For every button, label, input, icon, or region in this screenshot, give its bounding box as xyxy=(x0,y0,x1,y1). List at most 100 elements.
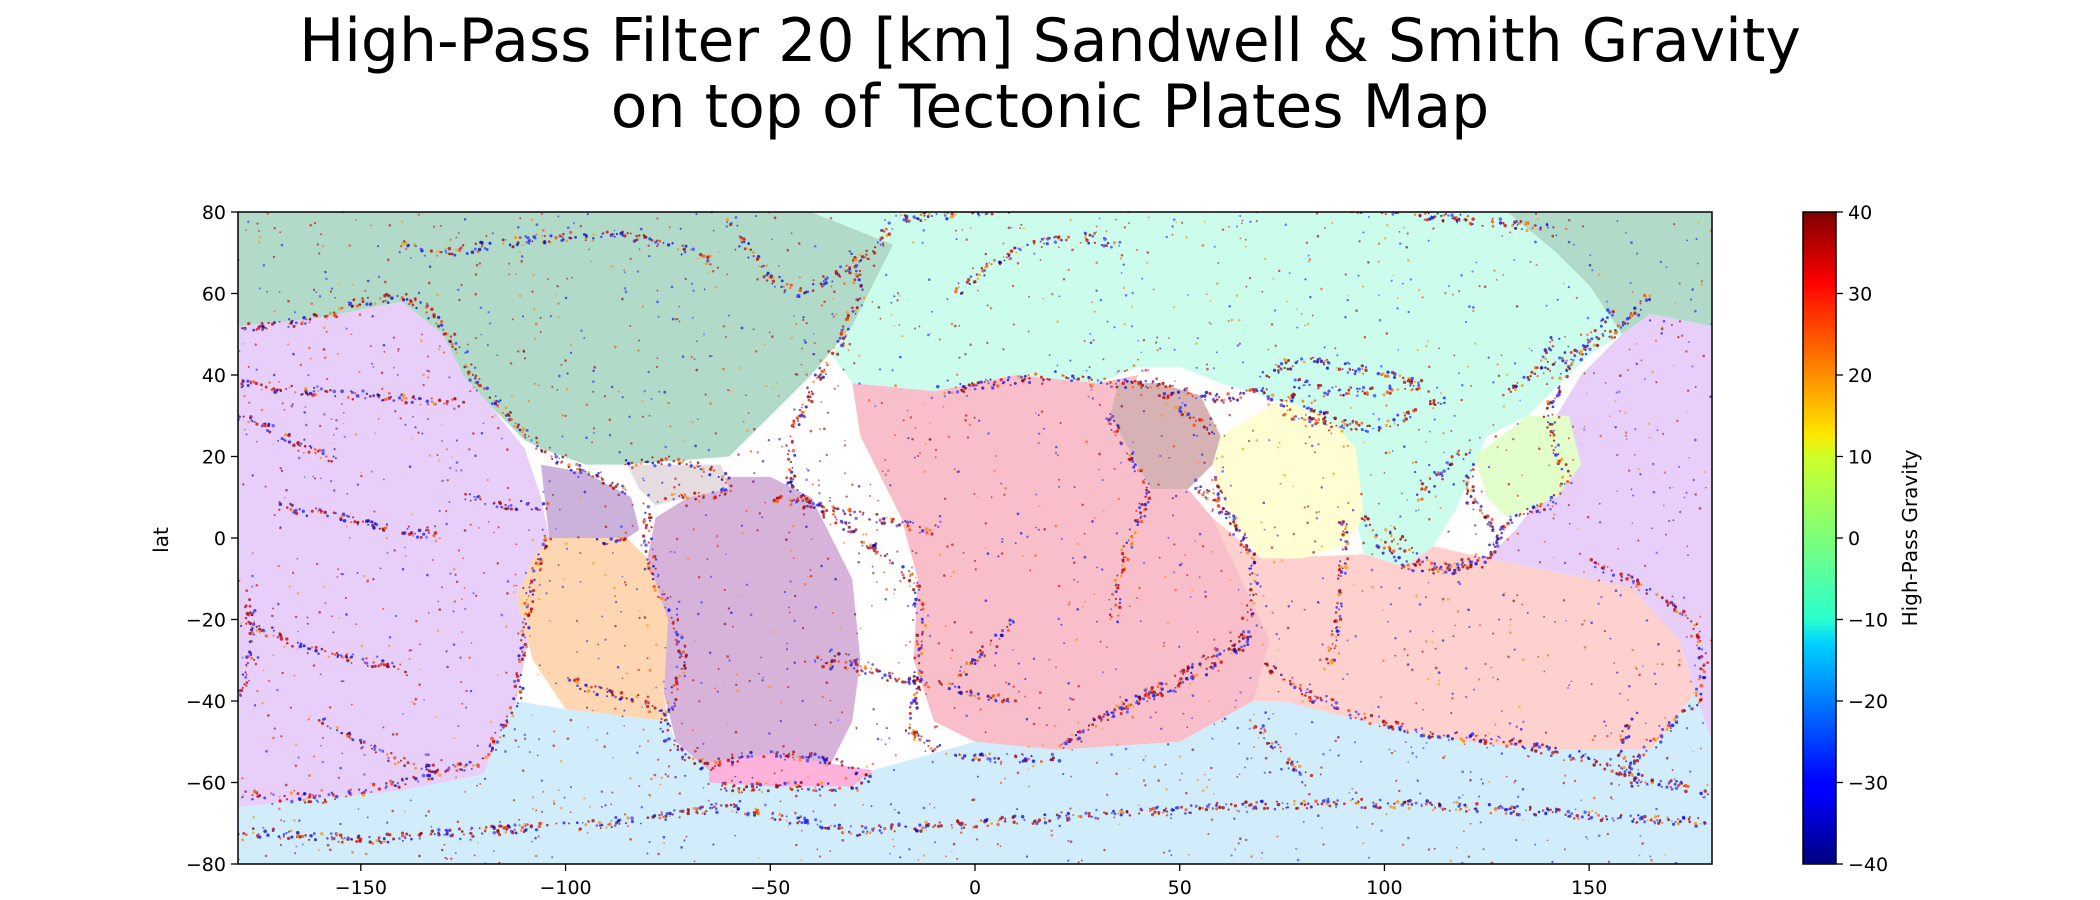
anomaly-point xyxy=(1053,203,1055,205)
anomaly-point xyxy=(524,622,528,625)
anomaly-point xyxy=(1385,423,1389,428)
anomaly-point xyxy=(1372,393,1377,398)
anomaly-point xyxy=(491,746,494,750)
anomaly-point xyxy=(345,514,349,518)
anomaly-point xyxy=(1699,683,1704,688)
anomaly-point xyxy=(1293,385,1296,389)
anomaly-point xyxy=(1072,561,1076,565)
anomaly-point xyxy=(791,753,794,756)
anomaly-point xyxy=(417,213,421,216)
anomaly-point xyxy=(377,245,380,248)
anomaly-point xyxy=(1322,843,1325,846)
anomaly-point xyxy=(1138,506,1142,510)
anomaly-point xyxy=(529,590,532,593)
anomaly-point xyxy=(1639,583,1642,586)
anomaly-point xyxy=(1110,615,1113,618)
anomaly-point xyxy=(1568,522,1571,525)
anomaly-point xyxy=(658,390,661,393)
anomaly-point xyxy=(675,613,679,616)
anomaly-point xyxy=(600,471,602,473)
anomaly-point xyxy=(1056,364,1059,367)
anomaly-point xyxy=(1255,581,1260,586)
anomaly-point xyxy=(1526,507,1529,511)
anomaly-point xyxy=(902,218,906,222)
anomaly-point xyxy=(1229,399,1232,403)
anomaly-point xyxy=(262,826,265,829)
anomaly-point xyxy=(420,339,423,343)
anomaly-point xyxy=(718,251,721,253)
anomaly-point xyxy=(1329,749,1332,752)
anomaly-point xyxy=(1390,751,1394,755)
anomaly-point xyxy=(579,552,582,555)
anomaly-point xyxy=(694,444,697,448)
anomaly-point xyxy=(814,789,818,793)
anomaly-point xyxy=(1586,341,1590,344)
anomaly-point xyxy=(791,788,794,791)
anomaly-point xyxy=(552,744,556,748)
anomaly-point xyxy=(1368,523,1372,527)
anomaly-point xyxy=(360,644,364,648)
anomaly-point xyxy=(1425,741,1428,745)
anomaly-point xyxy=(370,470,373,473)
anomaly-point xyxy=(917,647,921,652)
anomaly-point xyxy=(1319,696,1322,700)
anomaly-point xyxy=(1337,735,1340,739)
anomaly-point xyxy=(960,208,962,210)
anomaly-point xyxy=(1480,490,1483,493)
anomaly-point xyxy=(1400,567,1403,570)
anomaly-point xyxy=(1334,644,1337,647)
anomaly-point xyxy=(519,673,523,677)
anomaly-point xyxy=(828,499,832,503)
anomaly-point xyxy=(1315,511,1318,514)
anomaly-point xyxy=(893,295,896,298)
anomaly-point xyxy=(1276,649,1279,652)
anomaly-point xyxy=(341,752,344,755)
anomaly-point xyxy=(672,627,675,630)
anomaly-point xyxy=(557,564,560,567)
anomaly-point xyxy=(637,668,640,672)
anomaly-point xyxy=(248,401,251,404)
anomaly-point xyxy=(528,529,530,532)
anomaly-point xyxy=(1689,298,1693,301)
anomaly-point xyxy=(730,756,734,760)
anomaly-point xyxy=(292,324,296,329)
anomaly-point xyxy=(758,782,763,787)
anomaly-point xyxy=(1021,379,1024,382)
anomaly-point xyxy=(911,437,914,441)
anomaly-point xyxy=(1362,231,1365,234)
anomaly-point xyxy=(1381,372,1385,375)
anomaly-point xyxy=(1140,199,1143,202)
anomaly-point xyxy=(1581,623,1584,626)
anomaly-point xyxy=(1165,235,1168,239)
anomaly-point xyxy=(1195,366,1198,369)
anomaly-point xyxy=(312,664,316,667)
anomaly-point xyxy=(1497,374,1501,377)
anomaly-point xyxy=(443,843,446,846)
anomaly-point xyxy=(1409,278,1412,281)
anomaly-point xyxy=(1687,554,1689,557)
anomaly-point xyxy=(1385,332,1389,335)
anomaly-point xyxy=(299,363,302,367)
anomaly-point xyxy=(745,785,749,789)
anomaly-point xyxy=(919,213,923,217)
anomaly-point xyxy=(1104,201,1107,204)
anomaly-point xyxy=(1137,468,1141,472)
anomaly-point xyxy=(569,468,573,472)
anomaly-point xyxy=(1075,638,1079,642)
anomaly-point xyxy=(724,336,727,338)
anomaly-point xyxy=(1147,690,1152,695)
anomaly-point xyxy=(1370,474,1372,476)
anomaly-point xyxy=(1499,527,1504,531)
anomaly-point xyxy=(1171,233,1174,236)
anomaly-point xyxy=(1363,717,1366,721)
anomaly-point xyxy=(323,413,326,416)
anomaly-point xyxy=(1050,752,1055,757)
anomaly-point xyxy=(944,855,948,858)
anomaly-point xyxy=(1556,460,1560,464)
anomaly-point xyxy=(861,540,866,545)
anomaly-point xyxy=(1102,203,1104,205)
anomaly-point xyxy=(293,311,297,314)
anomaly-point xyxy=(550,455,553,458)
anomaly-point xyxy=(826,364,829,367)
anomaly-point xyxy=(1586,392,1589,395)
